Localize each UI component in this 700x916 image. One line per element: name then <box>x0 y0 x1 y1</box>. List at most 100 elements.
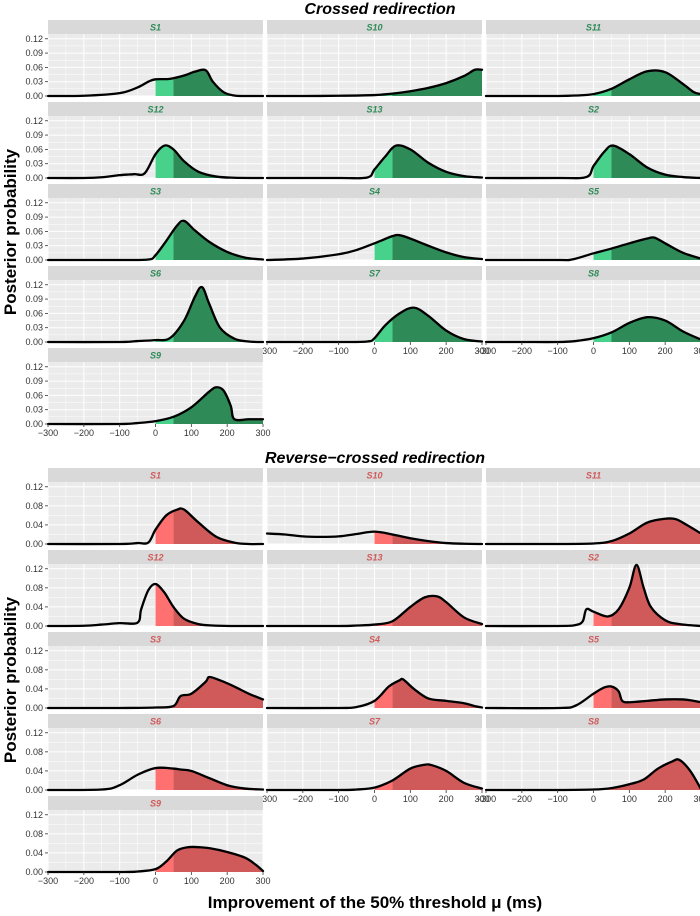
x-tick-label: −100 <box>548 794 568 804</box>
y-tick-label: 0.03 <box>25 405 43 415</box>
y-tick-label: 0.06 <box>25 390 43 400</box>
x-tick-label: −200 <box>512 794 532 804</box>
panel-strip-label: S8 <box>588 717 599 727</box>
crossed-title: Crossed redirection <box>304 1 455 18</box>
panel-strip <box>48 468 263 482</box>
posterior-area <box>611 145 700 178</box>
crossed-panel-s1: S1 0.00 0.03 0.06 0.09 0.12 <box>25 20 265 101</box>
x-tick-label: −100 <box>110 428 130 438</box>
y-tick-label: 0.12 <box>25 810 43 820</box>
rope-area <box>155 145 174 178</box>
density-curve <box>484 685 700 710</box>
reverse-panel-s11: S11 <box>484 468 700 546</box>
x-tick-label: 200 <box>220 428 235 438</box>
crossed-panel-s3: S3 0.00 0.03 0.06 0.09 0.12 <box>25 184 265 265</box>
panel-strip-label: S12 <box>147 105 163 115</box>
panel-strip <box>48 348 263 362</box>
y-tick-label: 0.03 <box>25 323 43 333</box>
y-tick-label: 0.06 <box>25 144 43 154</box>
reverse-panel-s12: S12 0.00 0.04 0.08 0.12 <box>25 550 265 631</box>
reverse-panel-s10: S10 <box>265 468 484 546</box>
x-tick-label: 100 <box>622 794 637 804</box>
reverse-y-axis-label: Posterior probability <box>1 596 20 763</box>
y-tick-label: 0.03 <box>25 159 43 169</box>
x-axis-label: Improvement of the 50% threshold μ (ms) <box>208 893 542 912</box>
panel-strip-label: S6 <box>150 269 162 279</box>
panels-layer: S10.000.030.060.090.12 S10 S11 S12 0.00 0.03 0… <box>25 20 700 886</box>
posterior-area <box>173 220 263 260</box>
density-curve <box>265 233 484 262</box>
density-curve <box>265 763 484 792</box>
reverse-panel-s9: S9 0.00 0.04 0.08 0.12 −300 −200 −100 0 100 200 300 <box>25 796 271 886</box>
rope-area <box>593 611 612 626</box>
posterior-area <box>611 759 700 790</box>
x-tick-label: 100 <box>403 794 418 804</box>
panel-strip-label: S5 <box>588 635 600 645</box>
panel-strip <box>486 714 700 728</box>
x-tick-label: 300 <box>255 876 270 886</box>
y-tick-label: 0.06 <box>25 308 43 318</box>
panel-strip-label: S2 <box>588 105 599 115</box>
density-curve <box>46 675 265 710</box>
panel-strip <box>267 102 482 116</box>
y-tick-label: 0.00 <box>25 91 43 101</box>
x-tick-label: −200 <box>293 346 313 356</box>
x-tick-label: 200 <box>439 346 454 356</box>
panel-strip <box>48 632 263 646</box>
y-tick-label: 0.00 <box>25 539 43 549</box>
panel-strip-label: S6 <box>150 717 162 727</box>
panel-strip <box>267 632 482 646</box>
panel-strip <box>267 550 482 564</box>
panel-strip-label: S9 <box>150 351 161 361</box>
density-curve <box>265 306 484 344</box>
x-tick-label: −100 <box>548 346 568 356</box>
density-curve <box>265 594 484 628</box>
x-tick-label: −100 <box>110 876 130 886</box>
panel-strip-label: S7 <box>369 717 381 727</box>
y-tick-label: 0.09 <box>25 376 43 386</box>
posterior-area <box>611 518 700 544</box>
crossed-panel-s7: S7 −300 −200 −100 0 100 200 300 <box>257 266 490 356</box>
x-tick-label: −300 <box>38 428 58 438</box>
density-curve <box>46 219 265 262</box>
crossed-panel-s12: S12 0.00 0.03 0.06 0.09 0.12 <box>25 102 265 183</box>
x-tick-label: −100 <box>329 794 349 804</box>
posterior-area <box>611 317 700 342</box>
y-tick-label: 0.12 <box>25 116 43 126</box>
y-tick-label: 0.12 <box>25 280 43 290</box>
y-tick-label: 0.00 <box>25 337 43 347</box>
density-curve <box>46 507 265 546</box>
panel-strip <box>48 550 263 564</box>
panel-strip-label: S4 <box>369 187 380 197</box>
y-tick-label: 0.00 <box>25 621 43 631</box>
panel-strip-label: S4 <box>369 635 380 645</box>
rope-area <box>374 684 393 708</box>
x-tick-label: −200 <box>512 346 532 356</box>
x-tick-label: −300 <box>476 346 496 356</box>
y-tick-label: 0.00 <box>25 419 43 429</box>
posterior-area <box>392 764 482 790</box>
y-tick-label: 0.12 <box>25 646 43 656</box>
rope-area <box>593 248 612 260</box>
panel-strip-label: S3 <box>150 635 161 645</box>
density-curve <box>46 386 265 426</box>
rope-area <box>593 146 612 178</box>
reverse-title: Reverse−crossed redirection <box>265 450 485 467</box>
y-tick-label: 0.12 <box>25 34 43 44</box>
x-tick-label: 200 <box>658 794 673 804</box>
panel-strip-label: S8 <box>588 269 599 279</box>
y-tick-label: 0.00 <box>25 867 43 877</box>
panel-strip <box>486 20 700 34</box>
x-tick-label: −300 <box>38 876 58 886</box>
reverse-panel-s5: S5 <box>484 632 700 710</box>
panel-strip-label: S9 <box>150 799 161 809</box>
posterior-area <box>611 564 700 626</box>
density-curve <box>46 68 265 98</box>
crossed-panel-s2: S2 <box>484 102 700 180</box>
reverse-panel-s8: S8 −300 −200 −100 0 100 200 300 <box>476 714 700 804</box>
panel-strip-label: S11 <box>586 471 601 481</box>
crossed-panel-s6: S6 0.00 0.03 0.06 0.09 0.12 <box>25 266 265 347</box>
reverse-panel-s3: S3 0.00 0.04 0.08 0.12 <box>25 632 265 713</box>
y-tick-label: 0.00 <box>25 703 43 713</box>
y-tick-label: 0.00 <box>25 255 43 265</box>
